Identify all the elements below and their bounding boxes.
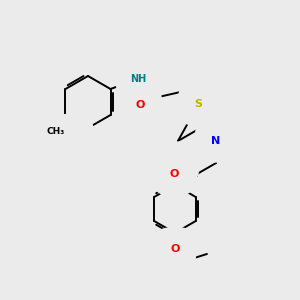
- Text: O: O: [169, 169, 179, 179]
- Text: N: N: [212, 136, 221, 146]
- Text: O: O: [68, 133, 78, 143]
- Text: N: N: [173, 158, 183, 168]
- Text: O: O: [136, 100, 145, 110]
- Text: S: S: [194, 99, 202, 109]
- Text: CH₃: CH₃: [47, 128, 65, 136]
- Text: NH: NH: [130, 74, 147, 84]
- Text: O: O: [170, 244, 180, 254]
